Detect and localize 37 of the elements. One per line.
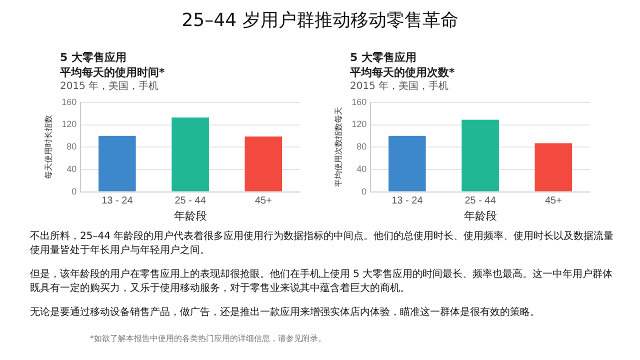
text: *如欲了解本报告中使用的各类热门应用的详细信息，请参见附录。	[90, 333, 326, 345]
text: 但是，该年龄段的用户在零售应用上的表现却很抢眼。他们在手机上使用 5 大零售应用的时间最长、频率也最高。这一中年用户群体既具有一定的购买力，又乐于使用移动服务，对于零售业来说其中蕴含着巨大的商机。	[30, 268, 614, 296]
x-tick-label: 13 - 24	[392, 196, 424, 207]
text: 不出所料，25–44 年龄段的用户代表着很多应用使用行为数据指标的中间点。他们的总使用时长、使用频率、使用时长以及数据流量使用量皆处于年长用户与年轻用户之间。	[30, 230, 615, 258]
x-tick-label: 45+	[254, 196, 272, 207]
text: 无论是要通过移动设备销售产品，做广告，还是推出一款应用来增强实体店内体验，瞄准这一群体是很有效的策略。	[30, 306, 541, 320]
chart-title: 5 大零售应用	[60, 50, 128, 65]
bar	[244, 136, 282, 192]
text: 25–44 岁用户群推动移动零售革命	[180, 9, 460, 32]
x-tick-label: 13 - 24	[102, 196, 134, 207]
x-tick-label: 25 - 44	[464, 196, 496, 207]
chart-title: 5 大零售应用	[350, 50, 418, 65]
bar	[462, 120, 499, 192]
y-tick-label: 120	[352, 119, 367, 130]
y-tick-label: 80	[356, 142, 367, 152]
bar	[388, 136, 426, 192]
chart-subtitle: 平均每天的使用时间*	[60, 65, 166, 80]
y-tick-label: 40	[356, 164, 367, 174]
y-tick-label: 160	[352, 96, 367, 107]
y-tick-label: 80	[66, 142, 77, 152]
y-axis-title: 平均使用次数指数每天	[334, 107, 344, 188]
bar	[172, 117, 209, 192]
y-tick-label: 40	[66, 164, 77, 174]
text: 2015 年，美国，手机	[350, 80, 450, 93]
text: 2015 年，美国，手机	[60, 80, 160, 93]
y-tick-label: 0	[362, 186, 367, 196]
chart-subtitle: 平均每天的使用次数*	[350, 65, 456, 80]
y-axis-title: 每天使用时长指数	[44, 115, 54, 180]
y-tick-label: 160	[62, 96, 77, 107]
y-tick-label: 120	[62, 119, 77, 130]
bar	[534, 143, 572, 192]
x-tick-label: 25 - 44	[174, 196, 206, 207]
x-axis-title: 年龄段	[464, 210, 497, 222]
y-tick-label: 0	[72, 186, 77, 196]
x-tick-label: 45+	[544, 196, 562, 207]
bar	[98, 136, 136, 192]
x-axis-title: 年龄段	[174, 210, 207, 222]
